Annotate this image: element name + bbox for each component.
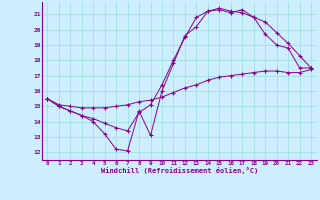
X-axis label: Windchill (Refroidissement éolien,°C): Windchill (Refroidissement éolien,°C)	[100, 167, 258, 174]
